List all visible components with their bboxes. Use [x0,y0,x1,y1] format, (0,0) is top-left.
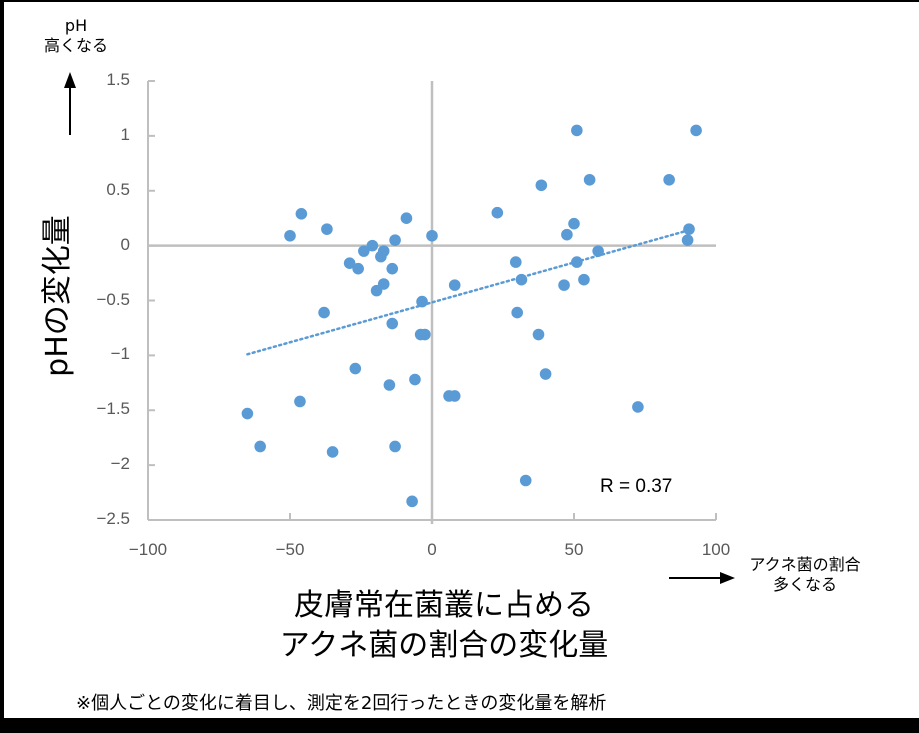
data-point [511,306,523,319]
data-point [681,234,694,246]
data-point [578,273,590,286]
y-tick-label: −2 [110,454,130,474]
data-point [571,124,583,137]
data-point [416,295,428,308]
data-point [690,124,702,137]
data-point [241,407,254,420]
data-point [583,173,596,186]
data-point [535,179,548,192]
data-point [515,273,528,286]
y-tick-label: 1 [120,124,130,144]
data-point [386,317,399,330]
data-point [426,229,438,242]
x-axis-title-line1: 皮膚常在菌叢に占める [294,588,594,623]
r-value-annotation: R = 0.37 [600,476,673,497]
data-point [539,368,552,380]
y-tick-label: 0 [120,234,130,254]
data-point [326,446,339,458]
x-direction-line2: 多くなる [772,575,837,594]
x-tick-label: 100 [701,540,731,559]
data-point [383,379,396,391]
y-direction-label: pH 高くなる [40,16,112,56]
data-point [295,207,308,220]
y-axis-title: pHの変化量 [40,215,75,377]
data-point [532,328,545,341]
data-point [406,495,418,508]
data-point [284,229,296,242]
x-direction-label: アクネ菌の割合 多くなる [740,555,870,595]
data-point [358,245,370,257]
data-point [683,223,695,235]
x-axis-title: 皮膚常在菌叢に占める アクネ菌の割合の変化量 [194,586,694,666]
y-tick-label: −1.5 [96,399,130,419]
x-tick-label: 0 [427,540,437,559]
x-tick-label: −100 [128,540,168,559]
x-direction-line1: アクネ菌の割合 [749,555,861,574]
data-point [491,206,504,219]
data-point [568,217,580,230]
data-point [366,239,379,252]
data-point [318,306,330,319]
right-arrow-icon [720,572,735,584]
data-point [558,279,570,291]
y-direction-line2: 高くなる [43,36,108,55]
data-point [663,173,675,186]
data-point [352,262,364,275]
y-tick-label: −0.5 [96,289,130,309]
data-point [519,474,532,487]
x-tick-label: −50 [275,540,305,559]
data-point [400,212,413,224]
y-tick-label: 0.5 [106,179,130,199]
data-point [419,328,431,341]
data-point [592,245,604,257]
y-tick-label: 1.5 [106,70,130,89]
data-point [571,256,583,268]
data-point [448,279,461,291]
scatter-plot [64,72,735,584]
x-axis-title-line2: アクネ菌の割合の変化量 [279,628,609,663]
y-tick-label: −1 [110,344,130,364]
chart-canvas: 1.5 1 0.5 0 −0.5 −1 −1.5 −2 −2.5 −100 −50 0 50 100 p… [4,2,919,718]
y-tick-label: −2.5 [96,509,130,528]
data-point [375,250,387,263]
data-point [294,395,306,408]
data-point [632,401,644,413]
data-point [254,440,266,453]
data-point [321,223,333,235]
data-point [448,390,461,402]
data-point [343,257,356,269]
up-arrow-icon [64,72,76,88]
trendline [246,230,687,356]
data-point [389,440,401,453]
data-point [349,362,362,375]
data-point [386,262,399,275]
footnote: ※個人ごとの変化に着目し、測定を2回行ったときの変化量を解析 [76,693,607,714]
data-point [561,228,573,241]
y-direction-line1: pH [64,16,88,35]
data-point [370,284,383,297]
data-point [409,373,421,386]
x-tick-label: 50 [564,540,584,559]
data-point [389,234,401,246]
data-point [509,256,522,268]
